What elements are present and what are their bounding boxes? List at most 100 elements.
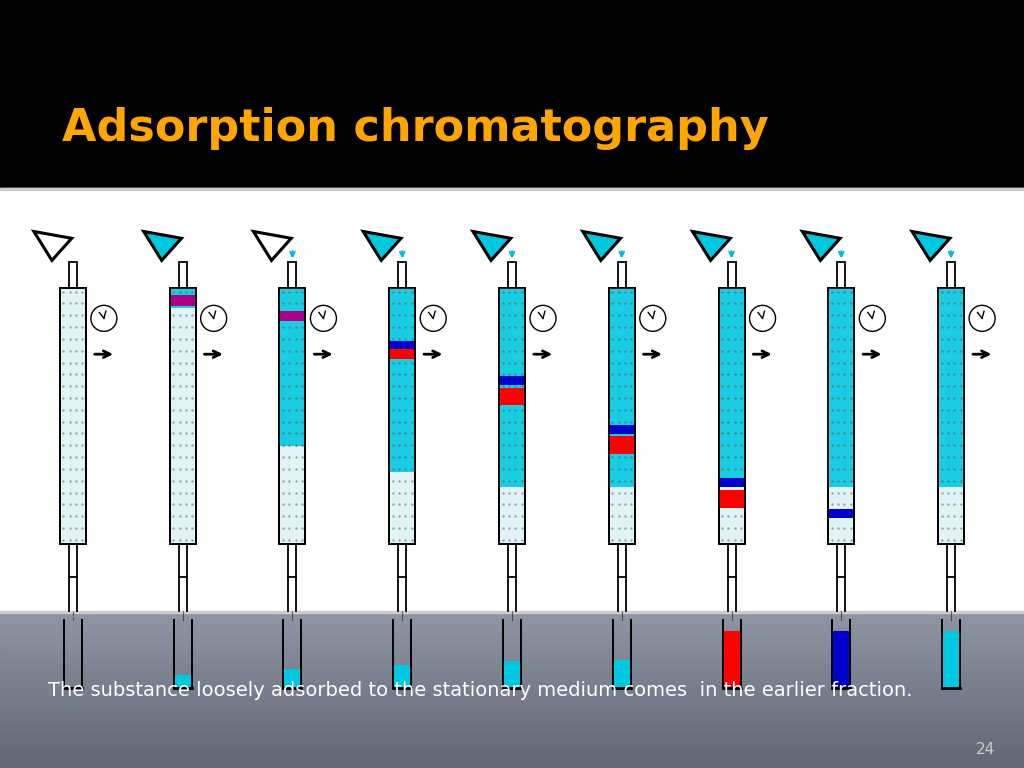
- Bar: [0, 719, 1024, 720]
- Bar: [0, 644, 1024, 645]
- Polygon shape: [692, 231, 730, 260]
- Bar: [719, 478, 744, 488]
- Polygon shape: [143, 231, 181, 260]
- Bar: [828, 509, 854, 518]
- Bar: [0, 682, 1024, 683]
- Bar: [0, 691, 1024, 692]
- Bar: [499, 376, 525, 385]
- Bar: [389, 287, 415, 544]
- Bar: [0, 648, 1024, 649]
- Bar: [0, 714, 1024, 715]
- Bar: [499, 388, 525, 406]
- Bar: [0, 712, 1024, 713]
- Bar: [0, 618, 1024, 619]
- Circle shape: [530, 306, 556, 331]
- Bar: [0, 677, 1024, 678]
- Bar: [398, 263, 407, 287]
- Bar: [613, 660, 630, 687]
- Bar: [0, 716, 1024, 717]
- Bar: [0, 755, 1024, 756]
- Bar: [0, 706, 1024, 707]
- Bar: [0, 640, 1024, 641]
- Bar: [0, 694, 1024, 695]
- Bar: [0, 638, 1024, 639]
- Bar: [499, 287, 525, 544]
- Bar: [280, 287, 305, 544]
- Circle shape: [310, 306, 337, 331]
- Bar: [719, 490, 744, 508]
- Bar: [0, 756, 1024, 757]
- Polygon shape: [912, 231, 950, 260]
- Bar: [0, 718, 1024, 719]
- Bar: [0, 668, 1024, 669]
- Bar: [938, 287, 965, 544]
- Bar: [0, 761, 1024, 762]
- Bar: [0, 626, 1024, 627]
- Bar: [69, 544, 77, 578]
- Bar: [0, 733, 1024, 734]
- Circle shape: [420, 306, 446, 331]
- Circle shape: [750, 306, 775, 331]
- Bar: [617, 263, 626, 287]
- Bar: [0, 750, 1024, 751]
- Bar: [508, 544, 516, 578]
- Bar: [0, 738, 1024, 739]
- Bar: [0, 690, 1024, 691]
- Bar: [0, 622, 1024, 623]
- Bar: [499, 287, 525, 488]
- Bar: [0, 743, 1024, 744]
- Bar: [0, 734, 1024, 735]
- Bar: [0, 717, 1024, 718]
- Bar: [0, 683, 1024, 684]
- Circle shape: [201, 306, 226, 331]
- Bar: [0, 697, 1024, 698]
- Bar: [0, 737, 1024, 738]
- Bar: [178, 544, 186, 578]
- Bar: [0, 720, 1024, 721]
- Bar: [0, 641, 1024, 642]
- Bar: [0, 625, 1024, 626]
- Text: The substance loosely adsorbed to the stationary medium comes  in the earlier fr: The substance loosely adsorbed to the st…: [48, 680, 912, 700]
- Bar: [609, 287, 635, 488]
- Bar: [0, 704, 1024, 705]
- Bar: [0, 744, 1024, 745]
- Bar: [0, 721, 1024, 722]
- Bar: [0, 659, 1024, 660]
- Bar: [170, 287, 196, 308]
- Bar: [0, 710, 1024, 711]
- Bar: [0, 671, 1024, 672]
- Bar: [0, 633, 1024, 634]
- Bar: [0, 676, 1024, 677]
- Bar: [0, 624, 1024, 625]
- Bar: [0, 658, 1024, 659]
- Bar: [0, 698, 1024, 699]
- Bar: [0, 613, 1024, 614]
- Bar: [0, 695, 1024, 696]
- Bar: [947, 544, 955, 578]
- Bar: [0, 652, 1024, 653]
- Bar: [828, 287, 854, 488]
- Bar: [0, 705, 1024, 706]
- Bar: [0, 663, 1024, 664]
- Circle shape: [91, 306, 117, 331]
- Bar: [0, 679, 1024, 680]
- Bar: [0, 711, 1024, 712]
- Bar: [0, 736, 1024, 737]
- Bar: [0, 675, 1024, 676]
- Bar: [0, 673, 1024, 674]
- Bar: [0, 636, 1024, 637]
- Polygon shape: [803, 231, 840, 260]
- Bar: [0, 709, 1024, 710]
- Bar: [0, 646, 1024, 647]
- Bar: [0, 188, 1024, 190]
- Bar: [0, 703, 1024, 704]
- Bar: [0, 746, 1024, 747]
- Bar: [289, 544, 296, 578]
- Bar: [0, 764, 1024, 765]
- Bar: [0, 728, 1024, 729]
- Bar: [0, 656, 1024, 657]
- Bar: [0, 701, 1024, 702]
- Bar: [0, 715, 1024, 716]
- Bar: [0, 707, 1024, 708]
- Bar: [0, 754, 1024, 755]
